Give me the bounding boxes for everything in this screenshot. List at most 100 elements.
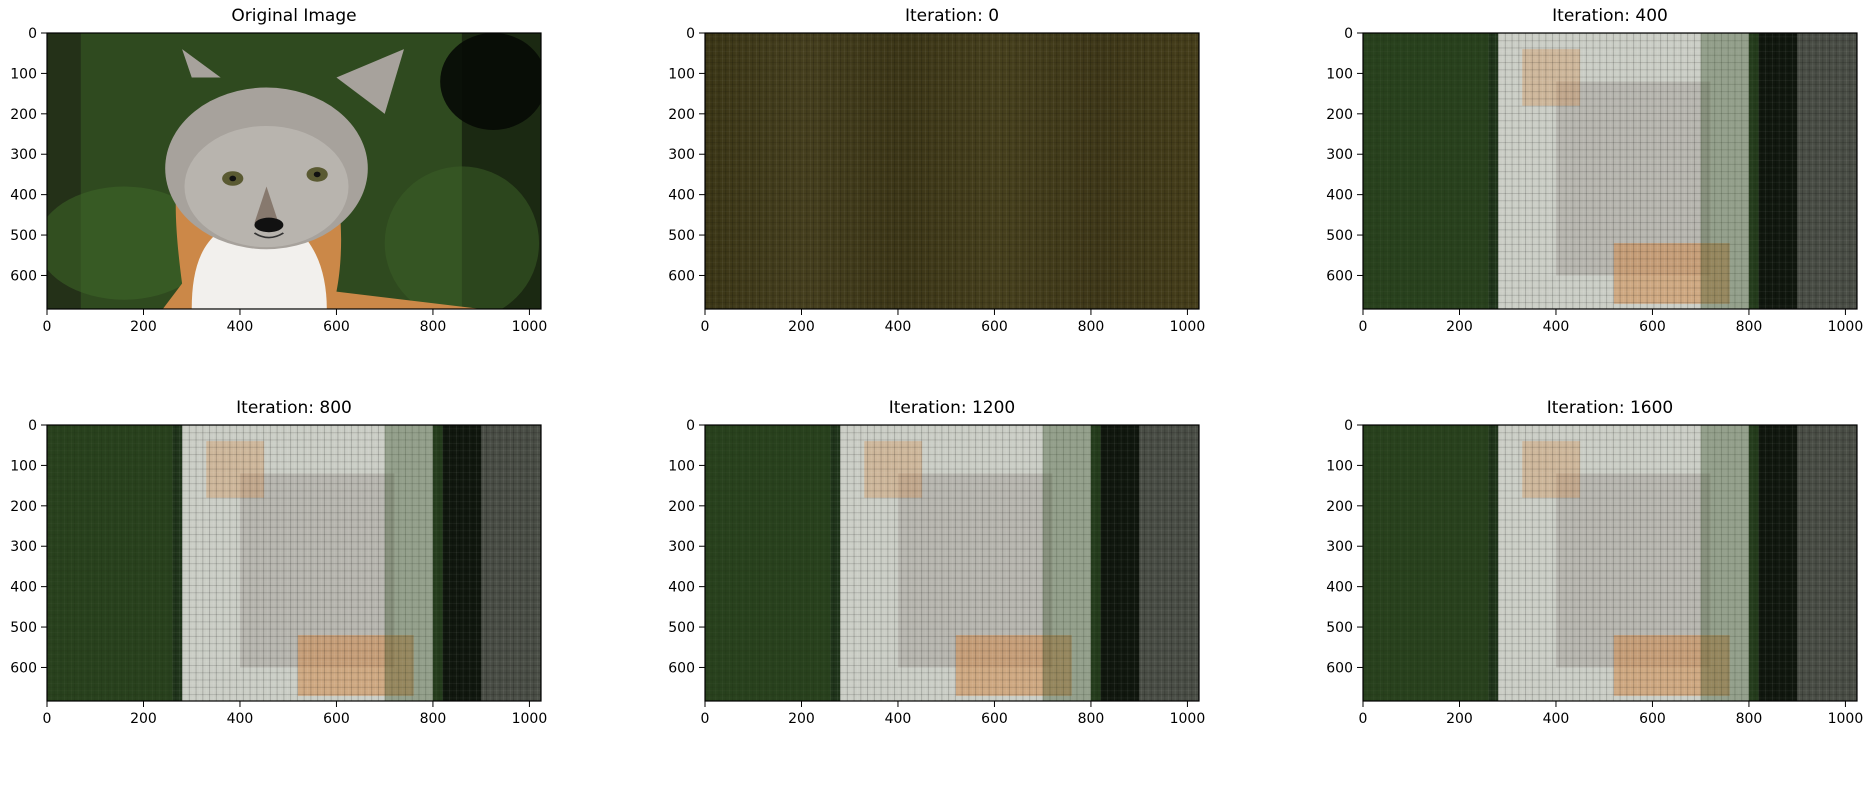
x-tick-label: 600 bbox=[981, 711, 1008, 727]
y-tick-label: 300 bbox=[668, 539, 695, 555]
y-tick-label: 400 bbox=[10, 580, 37, 596]
panel-title: Iteration: 400 bbox=[1552, 6, 1668, 26]
y-tick-label: 300 bbox=[10, 147, 37, 163]
x-tick-label: 200 bbox=[1446, 319, 1473, 335]
y-tick-label: 0 bbox=[28, 418, 37, 434]
panel-5: Iteration: 1200 0 200 400 600 800 1000 0 100 200 3… bbox=[668, 398, 1205, 727]
y-tick-label: 500 bbox=[668, 620, 695, 636]
y-tick-label: 600 bbox=[668, 268, 695, 284]
x-tick-label: 800 bbox=[420, 319, 447, 335]
x-tick-label: 0 bbox=[43, 711, 52, 727]
x-tick-label: 800 bbox=[1736, 319, 1763, 335]
x-tick-label: 200 bbox=[1446, 711, 1473, 727]
x-tick-label: 800 bbox=[1078, 711, 1105, 727]
x-tick-label: 200 bbox=[130, 711, 157, 727]
y-tick-label: 400 bbox=[1326, 188, 1353, 204]
x-tick-label: 600 bbox=[323, 319, 350, 335]
y-tick-label: 600 bbox=[1326, 268, 1353, 284]
y-tick-label: 0 bbox=[686, 418, 695, 434]
y-tick-label: 500 bbox=[10, 620, 37, 636]
x-tick-label: 400 bbox=[885, 319, 912, 335]
y-tick-label: 100 bbox=[10, 66, 37, 82]
panel-image bbox=[1363, 33, 1857, 309]
x-tick-label: 400 bbox=[1543, 711, 1570, 727]
panel-title: Original Image bbox=[231, 6, 356, 26]
y-tick-label: 300 bbox=[1326, 539, 1353, 555]
y-tick-label: 100 bbox=[1326, 458, 1353, 474]
panel-image bbox=[47, 425, 541, 701]
y-tick-label: 600 bbox=[1326, 660, 1353, 676]
x-tick-label: 1000 bbox=[1828, 319, 1864, 335]
x-tick-label: 400 bbox=[1543, 319, 1570, 335]
y-tick-label: 300 bbox=[10, 539, 37, 555]
x-tick-label: 600 bbox=[981, 319, 1008, 335]
y-tick-label: 400 bbox=[1326, 580, 1353, 596]
x-tick-label: 1000 bbox=[1828, 711, 1864, 727]
panel-image bbox=[705, 33, 1199, 309]
y-tick-label: 400 bbox=[668, 580, 695, 596]
y-tick-label: 100 bbox=[1326, 66, 1353, 82]
y-tick-label: 500 bbox=[1326, 620, 1353, 636]
x-tick-label: 0 bbox=[1359, 711, 1368, 727]
y-tick-label: 500 bbox=[668, 228, 695, 244]
y-tick-label: 100 bbox=[668, 66, 695, 82]
x-tick-label: 0 bbox=[701, 319, 710, 335]
x-tick-label: 800 bbox=[1736, 711, 1763, 727]
panel-4: Iteration: 800 0 200 400 600 800 1000 0 100 200 30… bbox=[10, 398, 547, 727]
x-tick-label: 400 bbox=[227, 711, 254, 727]
x-tick-label: 0 bbox=[43, 319, 52, 335]
y-tick-label: 500 bbox=[1326, 228, 1353, 244]
panel-1: Original Image 0 200 400 600 800 1000 0 100 200 30… bbox=[10, 6, 547, 335]
y-tick-label: 200 bbox=[1326, 107, 1353, 123]
x-tick-label: 600 bbox=[323, 711, 350, 727]
y-tick-label: 100 bbox=[10, 458, 37, 474]
panel-image bbox=[705, 425, 1199, 701]
y-tick-label: 200 bbox=[668, 499, 695, 515]
x-tick-label: 800 bbox=[1078, 319, 1105, 335]
y-tick-label: 300 bbox=[668, 147, 695, 163]
y-tick-label: 600 bbox=[10, 268, 37, 284]
panel-image bbox=[1363, 425, 1857, 701]
panel-3: Iteration: 400 0 200 400 600 800 1000 0 100 200 30… bbox=[1326, 6, 1863, 335]
y-tick-label: 100 bbox=[668, 458, 695, 474]
x-tick-label: 600 bbox=[1639, 711, 1666, 727]
x-tick-label: 400 bbox=[227, 319, 254, 335]
x-tick-label: 0 bbox=[1359, 319, 1368, 335]
axes-frame bbox=[1362, 424, 1858, 702]
panel-title: Iteration: 1600 bbox=[1547, 398, 1674, 418]
y-tick-label: 600 bbox=[668, 660, 695, 676]
axes-frame bbox=[46, 32, 542, 310]
axes-frame bbox=[1362, 32, 1858, 310]
x-tick-label: 1000 bbox=[1170, 711, 1206, 727]
y-tick-label: 400 bbox=[10, 188, 37, 204]
axes-frame bbox=[46, 424, 542, 702]
x-tick-label: 200 bbox=[788, 711, 815, 727]
x-tick-label: 200 bbox=[788, 319, 815, 335]
y-tick-label: 0 bbox=[686, 26, 695, 42]
x-tick-label: 800 bbox=[420, 711, 447, 727]
x-tick-label: 1000 bbox=[1170, 319, 1206, 335]
y-tick-label: 400 bbox=[668, 188, 695, 204]
y-tick-label: 200 bbox=[668, 107, 695, 123]
panel-6: Iteration: 1600 0 200 400 600 800 1000 0 100 200 3… bbox=[1326, 398, 1863, 727]
y-tick-label: 200 bbox=[10, 107, 37, 123]
y-tick-label: 200 bbox=[1326, 499, 1353, 515]
y-tick-label: 0 bbox=[28, 26, 37, 42]
panel-title: Iteration: 1200 bbox=[889, 398, 1016, 418]
y-tick-label: 200 bbox=[10, 499, 37, 515]
panel-title: Iteration: 0 bbox=[905, 6, 999, 26]
x-tick-label: 200 bbox=[130, 319, 157, 335]
y-tick-label: 600 bbox=[10, 660, 37, 676]
axes-frame bbox=[704, 424, 1200, 702]
y-tick-label: 0 bbox=[1344, 26, 1353, 42]
panel-image bbox=[47, 33, 541, 309]
y-tick-label: 300 bbox=[1326, 147, 1353, 163]
panel-2: Iteration: 0 0 200 400 600 800 1000 0 100 200 300 4… bbox=[668, 6, 1205, 335]
x-tick-label: 1000 bbox=[512, 319, 548, 335]
y-tick-label: 0 bbox=[1344, 418, 1353, 434]
x-tick-label: 600 bbox=[1639, 319, 1666, 335]
x-tick-label: 0 bbox=[701, 711, 710, 727]
y-tick-label: 500 bbox=[10, 228, 37, 244]
panel-title: Iteration: 800 bbox=[236, 398, 352, 418]
